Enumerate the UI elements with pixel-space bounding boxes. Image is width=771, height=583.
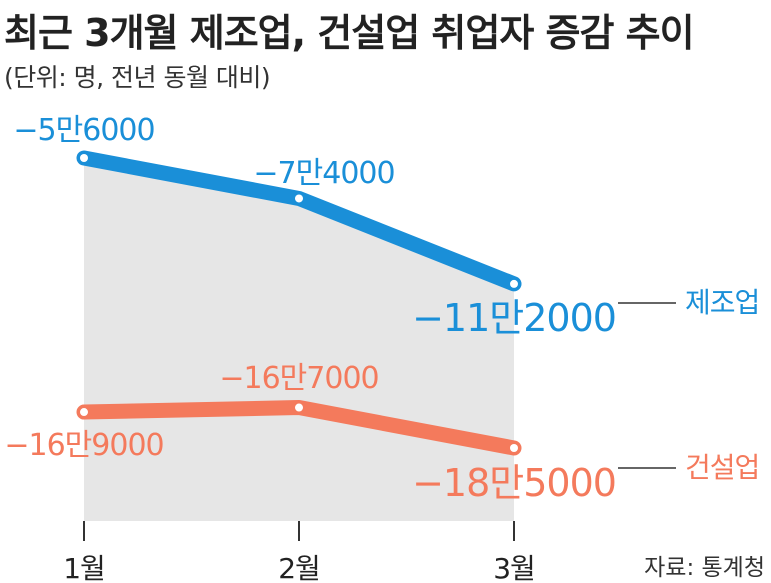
manufacturing-point bbox=[510, 279, 518, 288]
series-label-construction: 건설업 bbox=[685, 451, 759, 484]
x-tick-label: 2월 bbox=[278, 552, 320, 583]
chart-title: 최근 3개월 제조업, 건설업 취업자 증감 추이 bbox=[4, 11, 695, 55]
data-label-construction: −16만9000 bbox=[4, 428, 163, 463]
construction-point bbox=[510, 444, 518, 452]
series-label-manufacturing: 제조업 bbox=[685, 286, 759, 319]
chart-subtitle: (단위: 명, 전년 동월 대비) bbox=[4, 63, 271, 92]
construction-point bbox=[295, 403, 303, 412]
data-label-construction: −16만7000 bbox=[219, 361, 378, 396]
manufacturing-point bbox=[80, 154, 88, 162]
x-tick-label: 3월 bbox=[493, 552, 535, 583]
source-note: 자료: 통계청 bbox=[644, 555, 765, 581]
data-label-manufacturing: −11만2000 bbox=[412, 296, 616, 340]
x-tick-label: 1월 bbox=[63, 552, 105, 583]
manufacturing-point bbox=[295, 194, 303, 203]
construction-point bbox=[80, 408, 88, 417]
data-label-construction: −18만5000 bbox=[412, 461, 616, 505]
data-label-manufacturing: −7만4000 bbox=[253, 156, 394, 191]
data-label-manufacturing: −5만6000 bbox=[13, 113, 154, 148]
